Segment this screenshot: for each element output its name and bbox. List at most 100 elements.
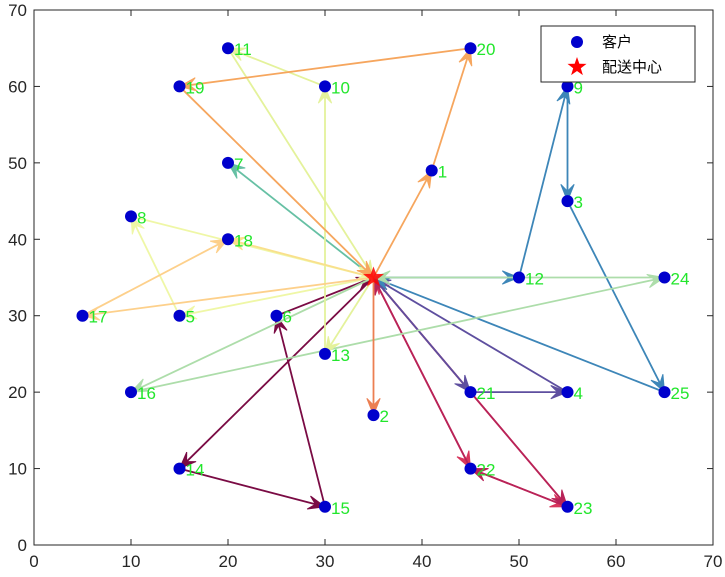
customer-label-8: 8 <box>137 208 146 227</box>
customer-point-2 <box>367 409 380 422</box>
route-segment <box>179 276 374 317</box>
x-tick-label: 50 <box>510 552 529 571</box>
route-segment <box>82 276 374 317</box>
customer-point-8 <box>125 210 137 223</box>
route-segment <box>227 162 375 279</box>
customer-point-12 <box>513 271 525 284</box>
customer-label-5: 5 <box>186 308 195 327</box>
route-segment <box>179 467 326 508</box>
route-segment <box>324 277 375 355</box>
customer-point-23 <box>561 500 574 513</box>
y-tick-label: 70 <box>8 1 27 20</box>
route-8 <box>226 47 375 356</box>
plot-frame <box>33 9 714 546</box>
route-segment <box>130 276 374 393</box>
route-arrowhead <box>366 398 381 417</box>
route-segment <box>227 47 326 88</box>
route-arrowhead <box>356 260 375 279</box>
y-tick-label: 50 <box>8 154 27 173</box>
customer-point-16 <box>125 386 137 399</box>
route-segment <box>130 215 181 317</box>
route-12 <box>178 46 473 279</box>
route-segment <box>227 238 374 279</box>
depot-marker <box>363 266 384 287</box>
customer-label-24: 24 <box>671 270 690 289</box>
route-segment <box>470 467 568 508</box>
y-tick-label: 30 <box>8 307 27 326</box>
route-segment <box>130 276 665 394</box>
route-segment <box>372 277 472 469</box>
customer-label-16: 16 <box>137 384 156 403</box>
route-segment <box>227 47 375 278</box>
x-tick-label: 60 <box>607 552 626 571</box>
customer-label-3: 3 <box>574 193 583 212</box>
customer-point-20 <box>464 42 477 55</box>
route-arrowhead <box>560 184 575 203</box>
route-segment <box>82 238 229 317</box>
customer-label-12: 12 <box>525 270 544 289</box>
route-arrowhead <box>550 385 569 400</box>
customer-point-10 <box>319 80 331 93</box>
legend-customer-marker <box>571 36 583 48</box>
route-arrowhead <box>317 85 333 104</box>
axis-ticks: 0 10 20 30 40 50 60 70 0 10 20 30 40 50 60 70 <box>8 1 722 571</box>
customer-label-7: 7 <box>234 155 243 174</box>
customer-label-14: 14 <box>186 461 205 480</box>
customer-point-6 <box>270 309 283 322</box>
customer-label-19: 19 <box>186 78 205 97</box>
route-13 <box>366 277 381 417</box>
customer-point-4 <box>561 386 574 399</box>
customer-point-17 <box>76 309 89 322</box>
customer-point-3 <box>561 195 574 208</box>
route-4 <box>372 276 569 400</box>
customer-point-19 <box>173 80 186 93</box>
x-tick-label: 40 <box>413 552 432 571</box>
y-tick-label: 0 <box>18 536 27 555</box>
customer-label-15: 15 <box>331 499 350 518</box>
y-tick-label: 40 <box>8 230 27 249</box>
customer-label-10: 10 <box>331 78 350 97</box>
legend-depot-marker <box>567 57 587 76</box>
legend-box <box>540 25 696 83</box>
customer-point-9 <box>561 80 574 93</box>
legend-depot-label: 配送中心 <box>602 58 662 76</box>
route-segment <box>178 85 375 279</box>
y-tick-label: 10 <box>8 460 27 479</box>
x-tick-label: 10 <box>122 552 141 571</box>
customer-label-18: 18 <box>234 231 253 250</box>
x-tick-label: 70 <box>704 552 723 571</box>
customer-point-15 <box>319 500 331 513</box>
customer-point-13 <box>319 347 331 360</box>
route-segment <box>373 276 665 393</box>
customer-label-4: 4 <box>574 384 583 403</box>
route-segment <box>372 170 433 278</box>
route-segment <box>179 47 471 88</box>
customer-label-9: 9 <box>574 78 583 97</box>
customer-point-25 <box>658 386 671 399</box>
customer-point-22 <box>464 462 477 475</box>
customer-point-18 <box>222 233 234 246</box>
x-tick-label: 0 <box>29 552 38 571</box>
route-segment <box>178 276 375 470</box>
route-arrowhead <box>372 270 391 285</box>
y-tick-label: 20 <box>8 383 27 402</box>
route-segment <box>518 86 569 278</box>
x-tick-label: 30 <box>316 552 335 571</box>
customer-label-2: 2 <box>380 407 389 426</box>
route-segment <box>566 200 666 393</box>
route-segment <box>275 315 326 508</box>
customer-point-5 <box>173 309 186 322</box>
customer-label-6: 6 <box>283 308 292 327</box>
customer-label-1: 1 <box>438 163 447 182</box>
customer-label-13: 13 <box>331 346 350 365</box>
route-arrowhead <box>178 77 198 92</box>
y-tick-label: 60 <box>8 77 27 96</box>
customer-point-1 <box>425 164 438 177</box>
customer-label-21: 21 <box>477 384 496 403</box>
points-layer <box>76 42 671 513</box>
customer-point-24 <box>658 271 671 284</box>
customer-point-11 <box>222 42 234 55</box>
customer-point-7 <box>222 156 234 169</box>
